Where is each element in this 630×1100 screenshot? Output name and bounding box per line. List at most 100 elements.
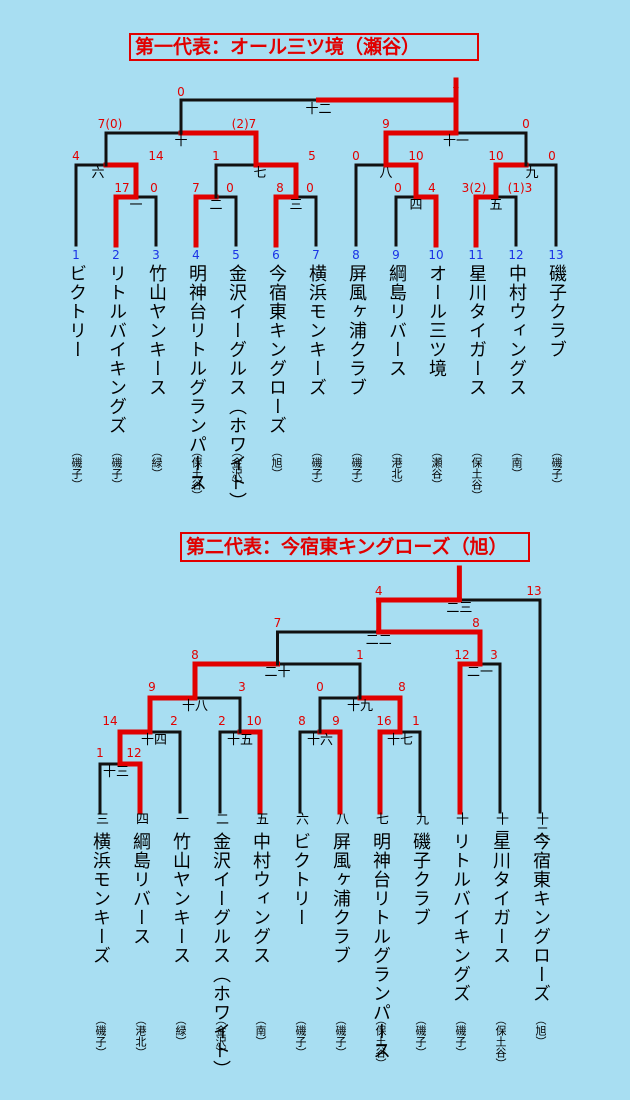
team-number: 12 bbox=[508, 248, 524, 262]
team-number: 十一 bbox=[493, 812, 508, 838]
round-label: 十三 bbox=[102, 765, 130, 780]
team-number: 4 bbox=[192, 248, 200, 262]
round-label: 九 bbox=[525, 166, 539, 181]
score-label: 10 bbox=[488, 149, 504, 163]
team-name: オール三ツ境 bbox=[426, 264, 447, 378]
score-label: 8 bbox=[398, 680, 406, 694]
score-label: 14 bbox=[102, 714, 118, 728]
score-label: (1)3 bbox=[507, 181, 533, 195]
team-number: 七 bbox=[373, 812, 388, 825]
team-area: （瀬谷） bbox=[430, 446, 443, 490]
round-label: 三 bbox=[289, 198, 303, 213]
team-area: （緑） bbox=[174, 1014, 187, 1047]
score-label: 7(0) bbox=[97, 117, 123, 131]
round-label: 四 bbox=[409, 198, 423, 213]
round-label: 十五 bbox=[226, 733, 254, 748]
team-name: リトルバイキングズ bbox=[450, 832, 471, 1003]
score-label: 0 bbox=[548, 149, 556, 163]
score-label: 1 bbox=[212, 149, 220, 163]
round-label: 十九 bbox=[346, 699, 374, 714]
team-name: 綱島リバース bbox=[386, 264, 407, 378]
score-label: 0 bbox=[177, 85, 185, 99]
team-number: 十二 bbox=[533, 812, 548, 838]
team-number: 7 bbox=[312, 248, 320, 262]
team-number: 10 bbox=[428, 248, 444, 262]
team-area: （旭） bbox=[270, 446, 283, 479]
score-label: 8 bbox=[276, 181, 284, 195]
score-label: 14 bbox=[148, 149, 164, 163]
score-label: 0 bbox=[316, 680, 324, 694]
team-name: 綱島リバース bbox=[130, 832, 151, 946]
round-label: 一 bbox=[129, 198, 143, 213]
team-name: 星川タイガース bbox=[466, 264, 487, 397]
round-label: 五 bbox=[489, 198, 503, 213]
team-number: 11 bbox=[468, 248, 484, 262]
team-name: 屏風ヶ浦クラブ bbox=[346, 264, 367, 397]
round-label: 十七 bbox=[386, 733, 414, 748]
team-area: （港北） bbox=[390, 446, 403, 490]
score-label: 0 bbox=[394, 181, 402, 195]
team-number: 六 bbox=[293, 812, 308, 825]
score-label: (2)7 bbox=[231, 117, 257, 131]
team-name: 明神台リトルグランパース bbox=[370, 832, 391, 1060]
round-label: 八 bbox=[379, 166, 393, 181]
round-label: 六 bbox=[91, 166, 105, 181]
round-label: 二三 bbox=[446, 601, 473, 616]
team-area: （南） bbox=[254, 1014, 267, 1047]
team-number: 四 bbox=[133, 812, 148, 825]
team-area: （保土谷） bbox=[494, 1014, 507, 1069]
round-label: 十二 bbox=[305, 102, 332, 117]
round-label: 二十 bbox=[264, 665, 291, 680]
team-name: 竹山ヤンキース bbox=[146, 264, 167, 397]
section1-title: 第一代表：オール三ツ境（瀬谷） bbox=[129, 33, 479, 61]
team-area: （保土谷） bbox=[374, 1014, 387, 1069]
score-label: 8 bbox=[472, 616, 480, 630]
team-name: 中村ウィングス bbox=[506, 264, 527, 397]
team-area: （磯子） bbox=[414, 1014, 427, 1058]
score-label: 3 bbox=[238, 680, 246, 694]
team-area: （磯子） bbox=[110, 446, 123, 490]
team-area: （南） bbox=[510, 446, 523, 479]
score-label: 16 bbox=[376, 714, 392, 728]
score-label: 4 bbox=[428, 181, 436, 195]
team-area: （磯子） bbox=[334, 1014, 347, 1058]
round-label: 二一 bbox=[466, 665, 494, 680]
team-number: 2 bbox=[112, 248, 120, 262]
team-number: 九 bbox=[413, 812, 428, 825]
team-number: 3 bbox=[152, 248, 160, 262]
score-label: 8 bbox=[298, 714, 306, 728]
team-name: 明神台リトルグランパース bbox=[186, 264, 207, 492]
score-label: 0 bbox=[226, 181, 234, 195]
score-label: 9 bbox=[332, 714, 340, 728]
team-number: 13 bbox=[548, 248, 564, 262]
score-label: 8 bbox=[191, 648, 199, 662]
team-name: 今宿東キングローズ bbox=[266, 264, 287, 435]
round-label: 十八 bbox=[181, 699, 209, 714]
team-area: （緑） bbox=[150, 446, 163, 479]
score-label: 4 bbox=[374, 584, 383, 598]
score-label: 2 bbox=[218, 714, 226, 728]
score-label: 7 bbox=[192, 181, 200, 195]
team-area: （磯子） bbox=[70, 446, 83, 490]
score-label: 2 bbox=[170, 714, 178, 728]
team-area: （保土谷） bbox=[470, 446, 483, 501]
score-label: 13 bbox=[526, 584, 542, 598]
team-name: 横浜モンキーズ bbox=[90, 832, 111, 965]
team-name: 金沢イーグルス（ホワイト） bbox=[210, 832, 231, 1079]
score-label: 1 bbox=[412, 714, 420, 728]
score-label: 0 bbox=[352, 149, 360, 163]
team-name: 今宿東キングローズ bbox=[530, 832, 551, 1003]
section2-title: 第二代表：今宿東キングローズ（旭） bbox=[180, 532, 530, 562]
team-name: リトルバイキングズ bbox=[106, 264, 127, 435]
team-number: 三 bbox=[93, 812, 108, 825]
round-label: 十六 bbox=[306, 733, 334, 748]
team-number: 五 bbox=[253, 812, 268, 825]
score-label: 0 bbox=[522, 117, 530, 131]
team-name: 横浜モンキーズ bbox=[306, 264, 327, 397]
team-area: （磯子） bbox=[310, 446, 323, 490]
team-number: 二 bbox=[213, 812, 228, 825]
score-label: 0 bbox=[150, 181, 158, 195]
score-label: 12 bbox=[126, 746, 142, 760]
score-label: 4 bbox=[72, 149, 80, 163]
